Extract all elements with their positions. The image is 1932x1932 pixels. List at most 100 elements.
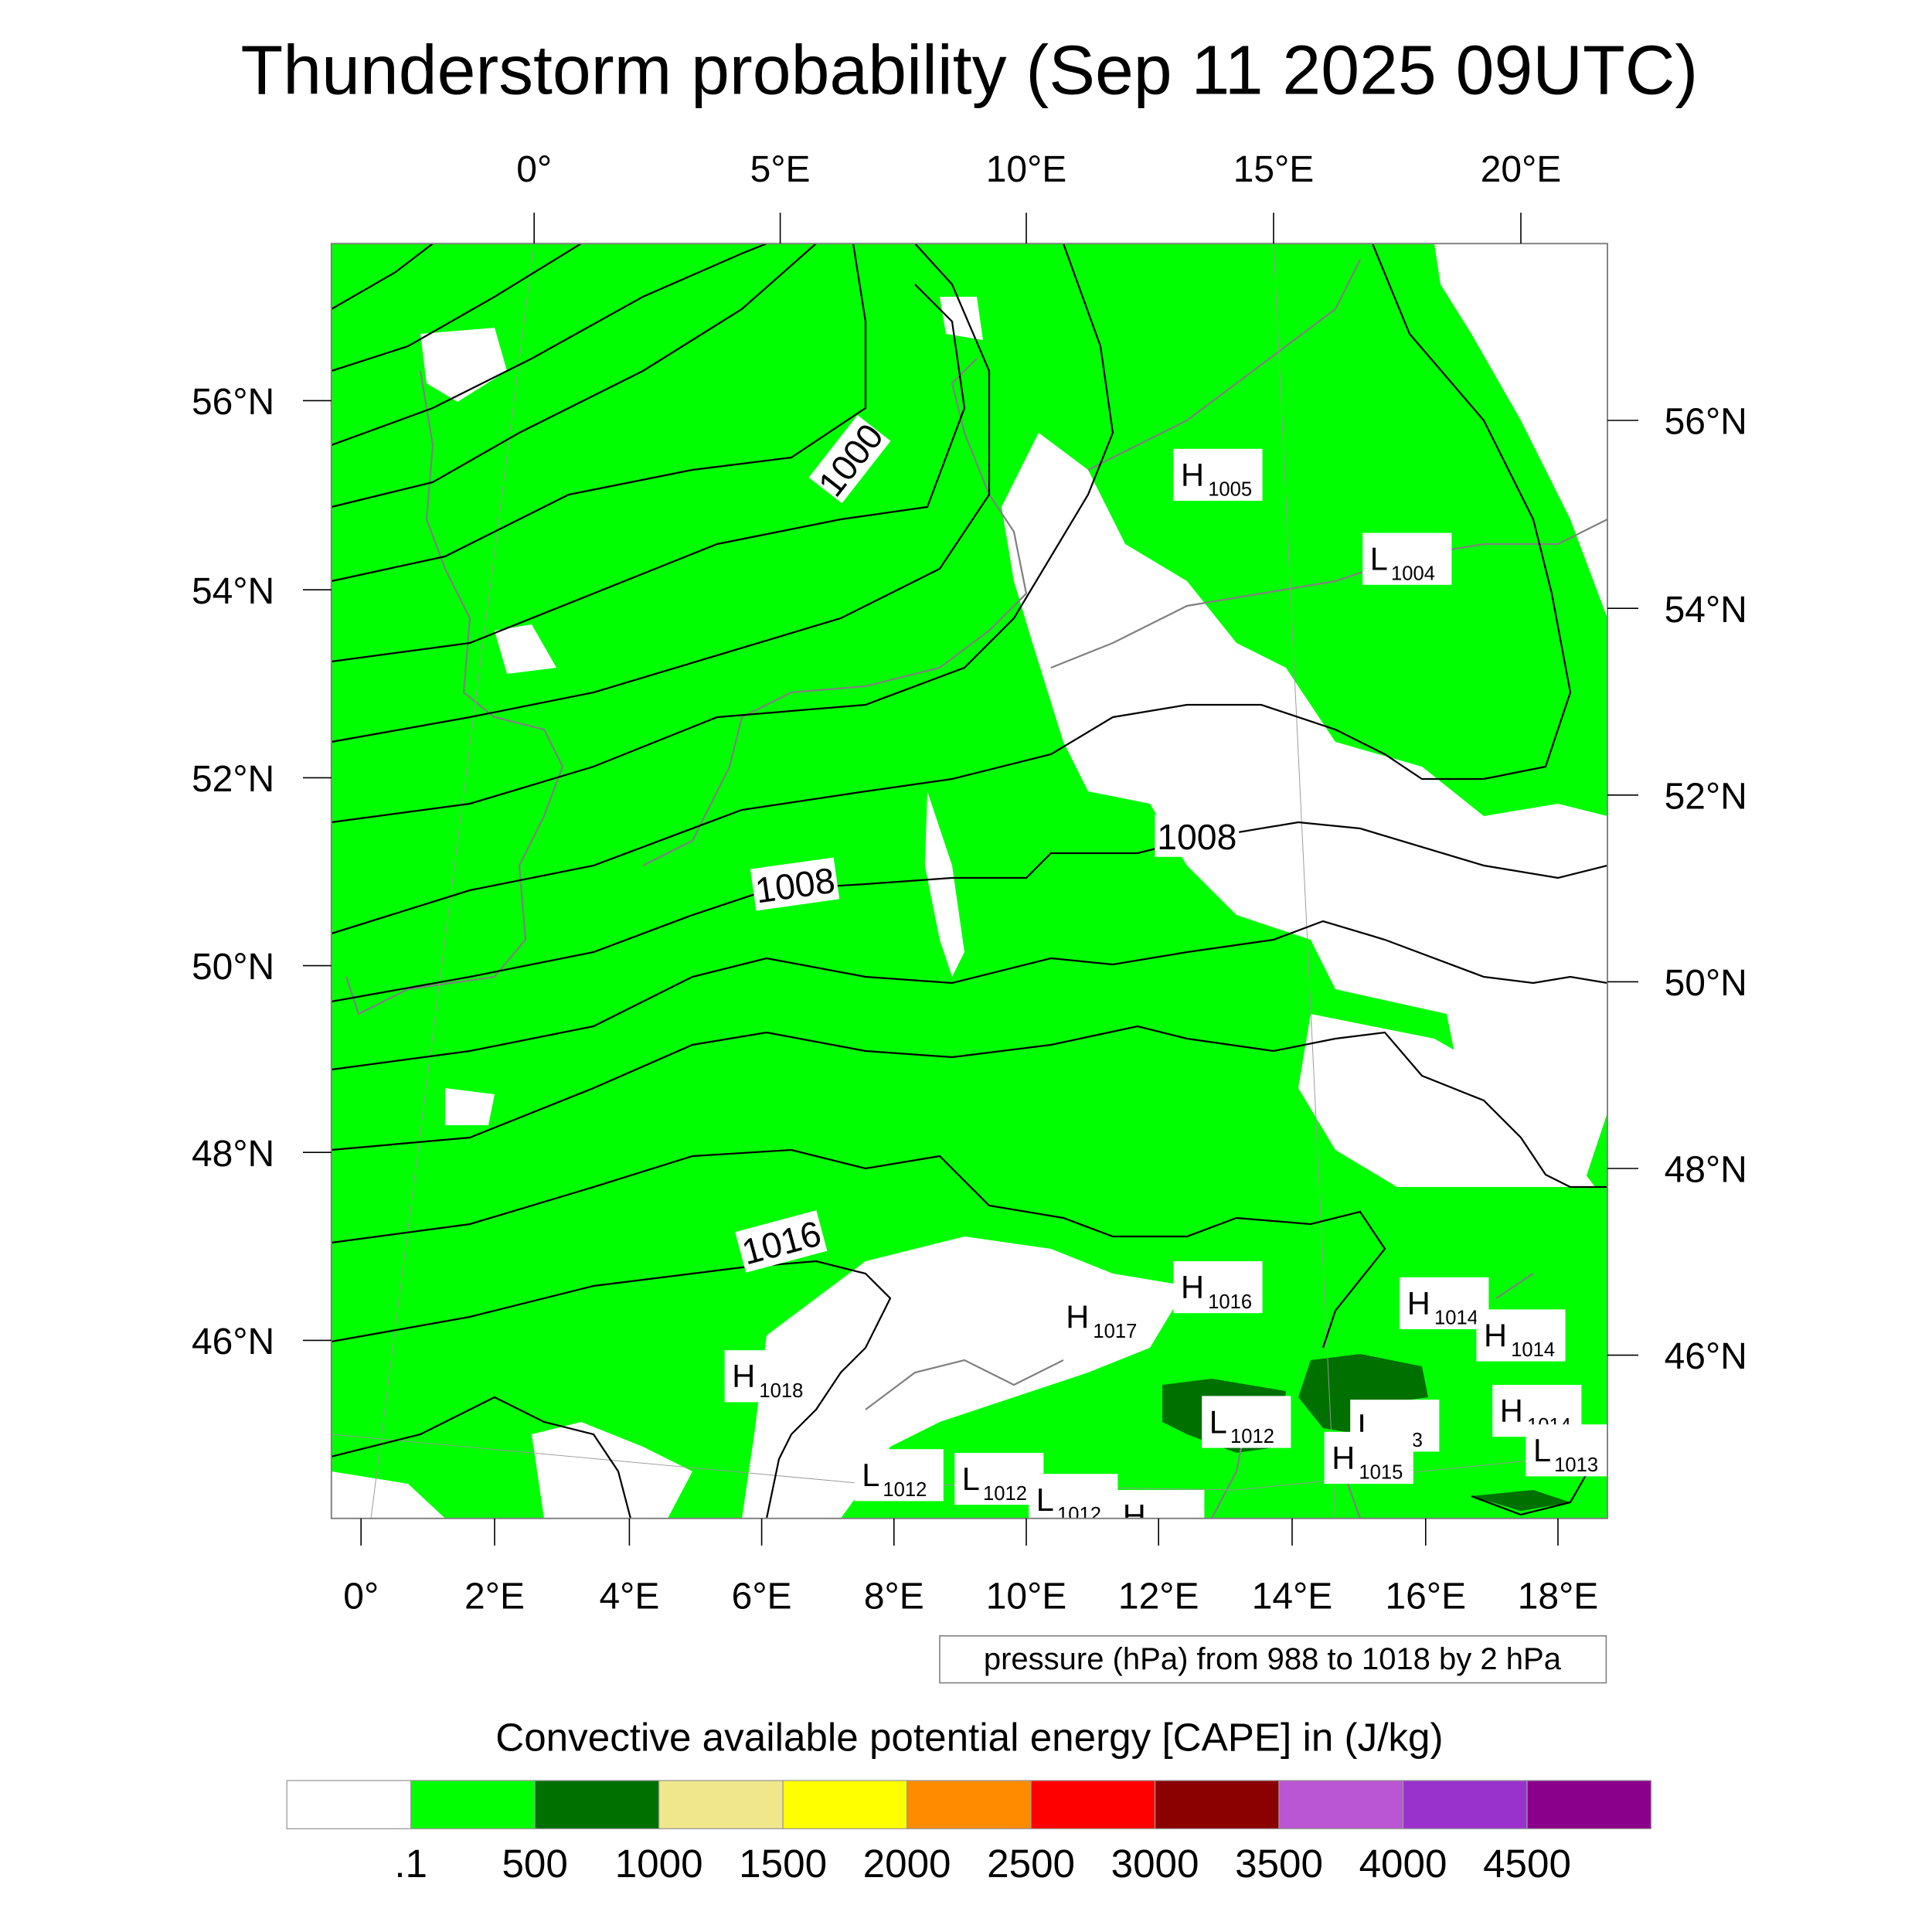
center-value: 1004 bbox=[1391, 563, 1435, 584]
center-letter: H bbox=[1123, 1498, 1146, 1534]
lat-label-left: 48°N bbox=[192, 1134, 274, 1175]
lon-label-bottom: 6°E bbox=[732, 1577, 792, 1617]
lon-label-bottom: 12°E bbox=[1118, 1577, 1199, 1617]
center-letter: H bbox=[1484, 1317, 1507, 1353]
colorbar-label: 4000 bbox=[1359, 1842, 1447, 1886]
lon-label-bottom: 8°E bbox=[864, 1577, 924, 1617]
map-title: Thunderstorm probability (Sep 11 2025 09… bbox=[241, 32, 1699, 109]
high-pressure-center: H 1017 bbox=[1058, 1291, 1148, 1343]
center-value: 1005 bbox=[1208, 479, 1252, 501]
isobars bbox=[331, 243, 1607, 1519]
colorbar-swatch bbox=[782, 1780, 908, 1830]
center-letter: H bbox=[732, 1358, 755, 1394]
lat-label-left: 54°N bbox=[192, 571, 274, 612]
center-letter: H bbox=[1407, 1285, 1430, 1321]
lon-label-bottom: 0° bbox=[343, 1577, 379, 1617]
center-letter: H bbox=[1066, 1298, 1089, 1335]
center-value: 1015 bbox=[1359, 1462, 1403, 1484]
lon-label-bottom: 14°E bbox=[1252, 1577, 1333, 1617]
colorbar-swatch bbox=[1278, 1780, 1404, 1830]
pressure-note-box bbox=[939, 1635, 1607, 1684]
center-letter: H bbox=[1181, 457, 1204, 493]
center-value: 1012 bbox=[1150, 1520, 1194, 1542]
center-letter: H bbox=[1332, 1440, 1355, 1476]
high-pressure-center: H 1005 bbox=[1173, 448, 1263, 501]
center-letter: H bbox=[1500, 1393, 1523, 1429]
colorbar-swatch bbox=[1526, 1780, 1652, 1830]
axis-ticks: 0° 5°E 10°E 15°E 20°E 0° 2°E 4°E 6°E 8°E 10°E 12°E 1… bbox=[192, 149, 1747, 1617]
lat-label-left: 56°N bbox=[192, 382, 274, 423]
lon-label-top: 10°E bbox=[986, 149, 1067, 190]
cape-below-threshold-regions bbox=[331, 243, 1607, 1519]
colorbar-label: 1000 bbox=[615, 1842, 703, 1886]
colorbar-swatch bbox=[534, 1780, 660, 1830]
contour-label: 1008 bbox=[1157, 817, 1236, 857]
lat-label-left: 52°N bbox=[192, 759, 274, 800]
lon-label-top: 15°E bbox=[1233, 149, 1315, 190]
center-value: 1016 bbox=[1208, 1291, 1252, 1313]
coastlines bbox=[345, 259, 1607, 1519]
pressure-note: pressure (hPa) from 988 to 1018 by 2 hPa bbox=[984, 1642, 1562, 1676]
lat-label-right: 54°N bbox=[1665, 590, 1747, 631]
colorbar-label: 4500 bbox=[1483, 1842, 1571, 1886]
high-pressure-center: H 1012 bbox=[1115, 1490, 1205, 1542]
colorbar-label: 1500 bbox=[739, 1842, 827, 1886]
colorbar-swatch bbox=[906, 1780, 1032, 1830]
lon-label-bottom: 4°E bbox=[599, 1577, 659, 1617]
center-letter: L bbox=[1209, 1403, 1227, 1440]
lat-label-right: 52°N bbox=[1665, 776, 1747, 817]
center-value: 1017 bbox=[1093, 1321, 1137, 1342]
colorbar-label: 500 bbox=[502, 1842, 567, 1886]
colorbar-label: .1 bbox=[394, 1842, 427, 1886]
center-value: 1014 bbox=[1511, 1339, 1555, 1361]
colorbar-label: 2000 bbox=[863, 1842, 951, 1886]
lat-label-left: 46°N bbox=[192, 1321, 274, 1362]
high-pressure-center: H 1016 bbox=[1173, 1261, 1263, 1314]
center-letter: H bbox=[1181, 1269, 1204, 1305]
lat-label-right: 50°N bbox=[1665, 963, 1747, 1004]
low-pressure-center: L 1012 bbox=[1202, 1396, 1291, 1448]
lon-label-bottom: 18°E bbox=[1518, 1577, 1599, 1617]
center-letter: L bbox=[1370, 541, 1388, 577]
lon-label-top: 5°E bbox=[750, 149, 811, 190]
center-value: 1014 bbox=[1434, 1308, 1478, 1329]
center-letter: L bbox=[862, 1457, 879, 1493]
low-pressure-center: L 1012 bbox=[854, 1449, 944, 1502]
colorbar-label: 2500 bbox=[987, 1842, 1075, 1886]
center-letter: L bbox=[962, 1461, 980, 1497]
lon-label-top: 20°E bbox=[1481, 149, 1562, 190]
center-letter: L bbox=[1036, 1481, 1054, 1518]
colorbar-swatch bbox=[1030, 1780, 1156, 1830]
lat-label-right: 56°N bbox=[1665, 402, 1747, 443]
colorbar-swatch bbox=[410, 1780, 536, 1830]
center-value: 1012 bbox=[1057, 1504, 1101, 1526]
low-pressure-center: L 1004 bbox=[1362, 532, 1452, 585]
colorbar-swatch bbox=[1154, 1780, 1280, 1830]
center-value: 1012 bbox=[983, 1483, 1027, 1505]
lat-label-right: 46°N bbox=[1665, 1336, 1747, 1377]
lon-label-bottom: 2°E bbox=[464, 1577, 525, 1617]
center-value: 1012 bbox=[883, 1479, 927, 1501]
lon-label-bottom: 10°E bbox=[986, 1577, 1067, 1617]
colorbar: .1 500 1000 1500 2000 2500 3000 3500 4000 4500 bbox=[286, 1780, 1652, 1886]
center-letter: L bbox=[1533, 1432, 1551, 1468]
colorbar-swatch bbox=[1402, 1780, 1528, 1830]
center-value: 1013 bbox=[1554, 1454, 1598, 1476]
colorbar-swatch bbox=[286, 1780, 412, 1830]
low-pressure-center: L 1012 bbox=[954, 1453, 1044, 1505]
center-value: 1018 bbox=[759, 1380, 803, 1402]
high-pressure-center: H 1018 bbox=[724, 1350, 814, 1403]
legend-title: Convective available potential energy [C… bbox=[495, 1716, 1443, 1760]
lat-label-right: 48°N bbox=[1665, 1150, 1747, 1191]
colorbar-label: 3500 bbox=[1235, 1842, 1323, 1886]
map-frame bbox=[330, 243, 1608, 1519]
lat-label-left: 50°N bbox=[192, 947, 274, 988]
colorbar-swatch bbox=[658, 1780, 784, 1830]
high-pressure-center: H 1015 bbox=[1324, 1431, 1413, 1484]
